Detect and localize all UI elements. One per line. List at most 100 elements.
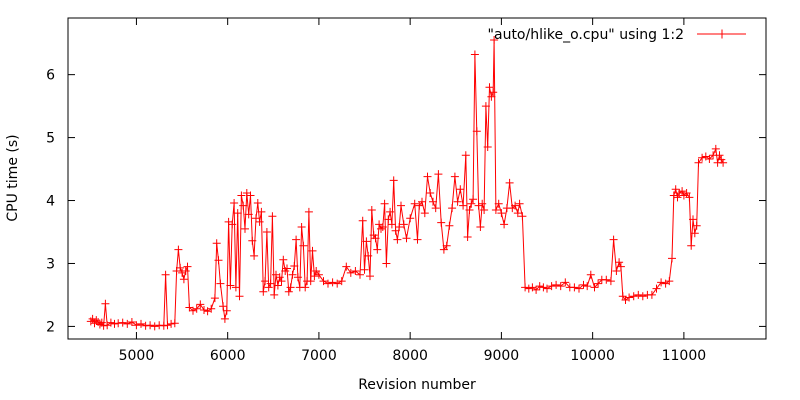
data-point bbox=[524, 284, 533, 293]
data-point bbox=[261, 277, 270, 286]
data-point bbox=[95, 320, 104, 329]
data-point bbox=[668, 254, 676, 263]
data-point bbox=[715, 151, 724, 160]
data-point bbox=[393, 235, 402, 244]
data-point bbox=[127, 318, 136, 326]
data-point bbox=[442, 241, 451, 250]
data-point bbox=[515, 199, 524, 208]
data-point bbox=[176, 263, 185, 272]
data-point bbox=[487, 92, 496, 101]
data-point bbox=[342, 262, 351, 271]
data-point bbox=[513, 209, 522, 218]
data-point bbox=[625, 293, 634, 302]
data-point bbox=[268, 212, 277, 221]
data-point bbox=[99, 321, 108, 330]
data-point bbox=[219, 302, 228, 311]
data-point bbox=[387, 220, 396, 229]
data-point bbox=[491, 206, 500, 214]
data-point bbox=[270, 290, 279, 299]
x-tick-label: 9000 bbox=[484, 348, 520, 364]
data-point bbox=[453, 197, 462, 206]
data-point bbox=[279, 255, 288, 264]
data-point bbox=[356, 270, 364, 279]
data-point bbox=[594, 279, 603, 288]
data-point bbox=[97, 318, 106, 327]
data-point bbox=[284, 287, 293, 296]
y-axis-ticks: 2 3 4 5 6 bbox=[46, 68, 766, 335]
data-point bbox=[328, 278, 337, 287]
plot-frame bbox=[67, 17, 767, 340]
x-tick-label: 10000 bbox=[570, 348, 615, 364]
data-point bbox=[395, 223, 404, 231]
data-point bbox=[273, 281, 282, 290]
data-point bbox=[490, 36, 499, 44]
data-point bbox=[690, 229, 699, 238]
data-point bbox=[214, 256, 223, 265]
data-point bbox=[590, 283, 599, 292]
data-point bbox=[448, 204, 457, 213]
data-point bbox=[378, 223, 387, 231]
data-point bbox=[92, 316, 101, 325]
data-point bbox=[337, 277, 346, 286]
data-point bbox=[371, 234, 380, 243]
data-point bbox=[196, 300, 205, 309]
data-point bbox=[364, 251, 373, 260]
data-point bbox=[118, 318, 127, 327]
data-point bbox=[264, 283, 273, 292]
data-point bbox=[719, 158, 728, 167]
data-point bbox=[170, 319, 179, 328]
data-point bbox=[397, 201, 405, 210]
data-point bbox=[478, 199, 487, 208]
data-point bbox=[159, 321, 168, 330]
data-point bbox=[629, 292, 638, 301]
x-tick-label: 7000 bbox=[301, 348, 337, 364]
data-point bbox=[257, 207, 266, 216]
y-axis-label: CPU time (s) bbox=[5, 134, 21, 221]
data-point bbox=[474, 201, 483, 210]
legend: "auto/hlike_o.cpu" using 1:2 bbox=[488, 27, 746, 43]
y-tick-label: 6 bbox=[46, 68, 55, 84]
data-point bbox=[552, 280, 561, 289]
data-point bbox=[481, 102, 490, 111]
data-point bbox=[110, 319, 119, 328]
data-point bbox=[277, 277, 286, 286]
data-point bbox=[286, 283, 295, 292]
data-point bbox=[253, 199, 262, 207]
data-point bbox=[310, 272, 319, 281]
x-tick-label: 11000 bbox=[662, 348, 707, 364]
data-point bbox=[456, 185, 465, 194]
data-point bbox=[434, 170, 443, 179]
data-point bbox=[445, 221, 454, 230]
data-point bbox=[141, 321, 150, 330]
data-point bbox=[380, 199, 389, 208]
y-tick-label: 3 bbox=[46, 256, 55, 272]
data-point bbox=[500, 220, 509, 229]
data-point bbox=[532, 285, 541, 294]
data-point bbox=[483, 143, 492, 151]
data-point bbox=[413, 235, 422, 244]
data-point bbox=[673, 193, 682, 202]
x-tick-label: 6000 bbox=[210, 348, 246, 364]
data-point bbox=[161, 270, 170, 279]
data-point bbox=[179, 275, 188, 284]
data-point bbox=[346, 268, 355, 277]
data-point bbox=[647, 290, 656, 299]
data-point bbox=[314, 270, 323, 279]
data-point bbox=[399, 220, 408, 229]
data-point bbox=[561, 278, 570, 287]
data-point bbox=[230, 199, 239, 207]
data-point bbox=[497, 209, 506, 218]
data-point bbox=[301, 283, 310, 292]
data-point bbox=[505, 178, 514, 187]
data-point bbox=[244, 210, 253, 219]
data-point bbox=[319, 277, 328, 286]
data-point bbox=[226, 281, 235, 290]
legend-marker bbox=[717, 29, 727, 39]
data-point bbox=[150, 322, 159, 331]
data-point bbox=[299, 241, 308, 250]
data-point bbox=[262, 228, 271, 236]
data-point bbox=[167, 319, 176, 328]
x-axis-ticks: 5000 6000 7000 8000 9000 10000 11000 bbox=[119, 18, 707, 364]
data-point bbox=[616, 262, 625, 271]
